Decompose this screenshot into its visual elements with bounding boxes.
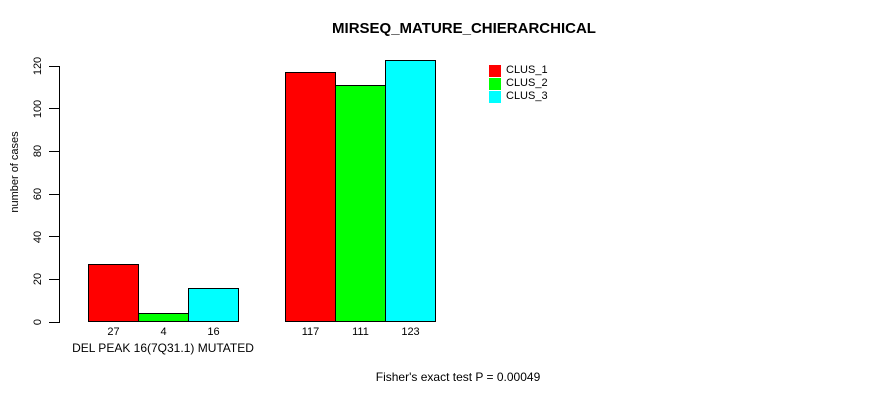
group-label: DEL PEAK 16(7Q31.1) MUTATED — [72, 341, 254, 355]
bar-value-label: 117 — [301, 326, 320, 338]
y-axis-tick — [49, 108, 59, 109]
legend-entry-label: CLUS_2 — [506, 77, 548, 89]
legend-row: CLUS_2 — [489, 77, 548, 90]
bar-value-label: 111 — [352, 326, 369, 338]
bar — [335, 85, 386, 322]
y-axis-line — [59, 66, 60, 323]
legend-row: CLUS_3 — [489, 90, 548, 103]
bar-value-label: 123 — [401, 326, 420, 338]
legend-swatch — [489, 77, 501, 90]
bar — [88, 264, 139, 322]
bar-value-label: 16 — [207, 326, 220, 338]
annotation-text: Fisher's exact test P = 0.00049 — [375, 370, 541, 384]
y-axis-tick-label: 80 — [32, 145, 44, 158]
y-axis-tick-label: 0 — [32, 318, 44, 326]
legend: CLUS_1 CLUS_2 CLUS_3 — [489, 64, 548, 103]
y-axis-tick-label: 100 — [32, 99, 44, 118]
legend-entry-label: CLUS_1 — [506, 64, 548, 76]
y-axis-tick-label: 60 — [32, 187, 44, 201]
bar-value-label: 4 — [160, 326, 167, 338]
y-axis-tick-label: 20 — [32, 273, 44, 286]
legend-swatch — [489, 64, 501, 77]
bar-value-label: 27 — [107, 326, 120, 338]
chart-title: MIRSEQ_MATURE_CHIERARCHICAL — [332, 20, 596, 37]
y-axis-tick — [49, 66, 59, 67]
legend-row: CLUS_1 — [489, 64, 548, 77]
bar — [285, 72, 336, 322]
y-axis-tick-label: 120 — [32, 56, 44, 76]
y-axis-tick — [49, 279, 59, 280]
legend-swatch — [489, 90, 501, 103]
legend-entry-label: CLUS_3 — [506, 90, 548, 102]
y-axis-tick — [49, 236, 59, 237]
bar — [188, 287, 239, 322]
y-axis-tick — [49, 151, 59, 152]
bar — [138, 313, 189, 322]
y-axis-tick — [49, 194, 59, 195]
y-axis-tick — [49, 322, 59, 323]
y-axis-tick-label: 40 — [32, 230, 44, 243]
bar — [385, 59, 436, 322]
